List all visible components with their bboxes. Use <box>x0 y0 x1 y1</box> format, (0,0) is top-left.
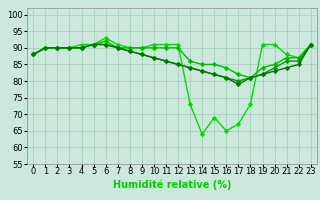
X-axis label: Humidité relative (%): Humidité relative (%) <box>113 179 231 190</box>
